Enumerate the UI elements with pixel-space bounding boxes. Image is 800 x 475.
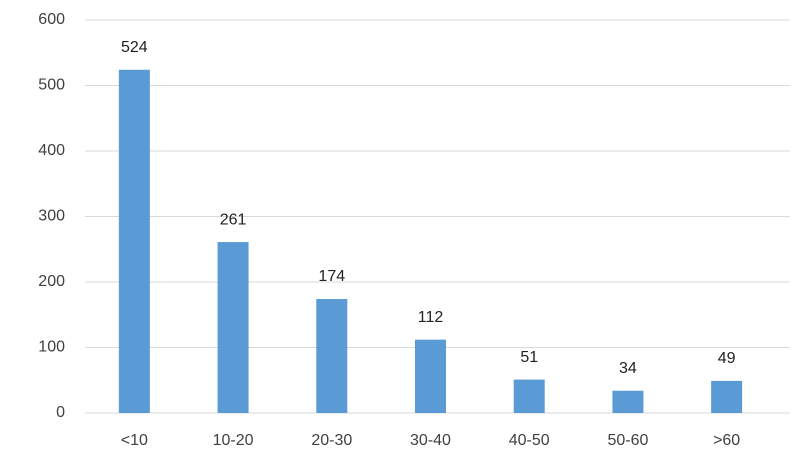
bar	[513, 379, 545, 413]
bar	[612, 390, 644, 413]
x-tick-label: 40-50	[509, 432, 550, 449]
x-tick-label: 10-20	[213, 432, 254, 449]
bar	[316, 299, 348, 413]
x-tick-label: <10	[121, 432, 148, 449]
data-label: 34	[619, 360, 637, 377]
x-tick-label: 20-30	[311, 432, 352, 449]
x-tick-label: >60	[713, 432, 740, 449]
bar	[415, 339, 446, 413]
data-label: 261	[220, 211, 247, 228]
y-tick-label: 300	[38, 208, 65, 225]
data-label: 174	[318, 268, 345, 285]
bar	[118, 69, 150, 413]
bar	[217, 242, 249, 413]
data-label: 49	[718, 350, 736, 367]
y-tick-label: 600	[38, 11, 65, 28]
data-label: 524	[121, 39, 148, 56]
data-label: 112	[418, 309, 444, 326]
bar	[711, 380, 743, 413]
y-tick-label: 400	[38, 142, 65, 159]
y-tick-label: 200	[38, 273, 65, 290]
y-tick-label: 100	[38, 339, 65, 356]
y-tick-label: 500	[38, 77, 65, 94]
data-label: 51	[520, 349, 538, 366]
x-tick-label: 30-40	[410, 432, 451, 449]
y-tick-label: 0	[56, 404, 65, 421]
x-tick-label: 50-60	[607, 432, 648, 449]
